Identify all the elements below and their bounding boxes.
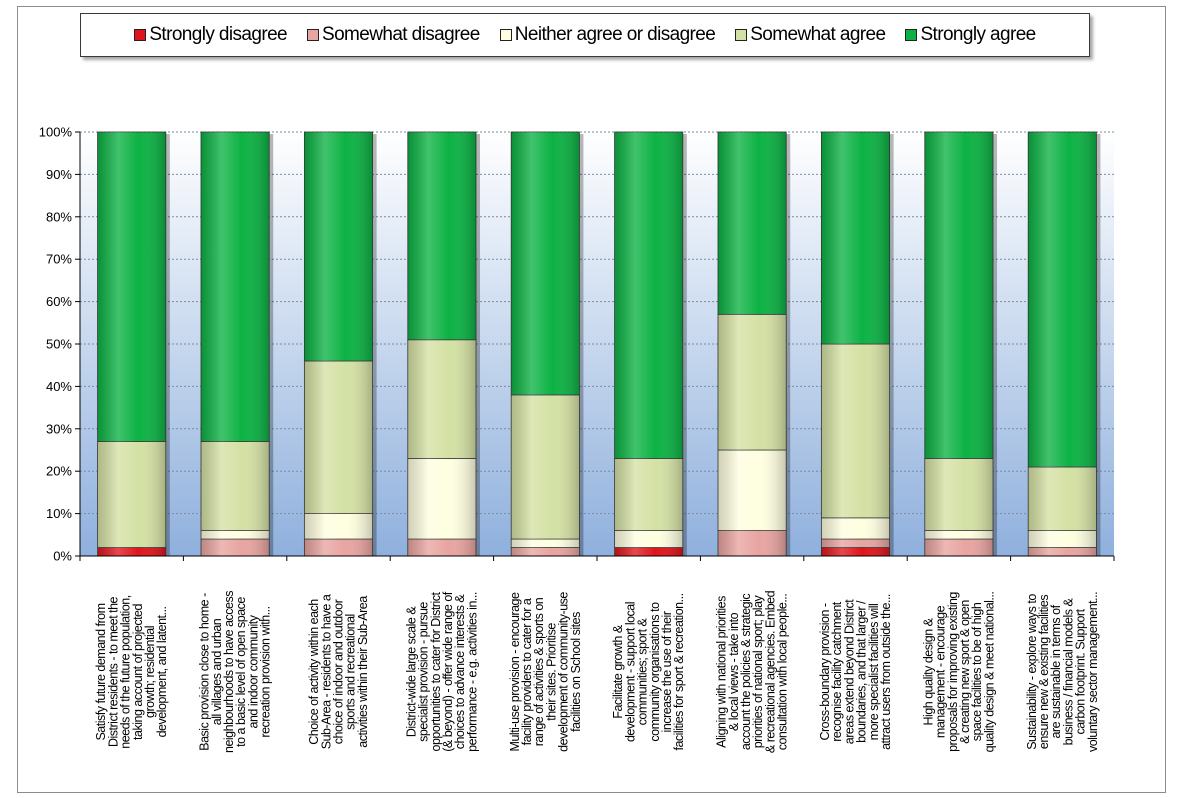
y-tick-label: 80%: [46, 209, 72, 224]
legend-swatch-strongly-disagree: [134, 29, 147, 41]
bar-segment-shine: [924, 458, 994, 531]
bar-group: [97, 131, 170, 557]
x-category-label: Sustainability - explore ways toensure n…: [1025, 592, 1100, 752]
bar-segment-shine: [614, 132, 683, 459]
bar-segment-shine: [304, 539, 373, 556]
bar-segment-shine: [304, 360, 373, 514]
legend-swatch-strongly-agree: [905, 29, 918, 41]
legend-label: Strongly disagree: [149, 24, 288, 45]
bar-segment-shine: [97, 132, 166, 442]
bar-segment-shine: [97, 547, 166, 556]
bar-segment-shine: [200, 441, 270, 531]
bar-segment-shine: [924, 530, 994, 540]
y-tick-label: 50%: [46, 337, 72, 352]
bar-segment-shine: [1028, 547, 1097, 556]
bar-segment-shine: [200, 539, 270, 556]
y-tick-label: 10%: [46, 506, 72, 521]
bar-segment-shine: [304, 132, 373, 361]
x-category-label: District-wide large scale &specialist pr…: [404, 591, 479, 752]
x-category-label: High quality design &management - encour…: [921, 592, 996, 753]
legend-item-strongly-agree: Strongly agree: [905, 24, 1036, 46]
bar-segment-shine: [821, 344, 890, 518]
legend-item-somewhat-disagree: Somewhat disagree: [307, 24, 480, 46]
bar-group: [303, 131, 377, 557]
bar-segment-shine: [614, 530, 683, 548]
legend-item-neither: Neither agree or disagree: [499, 24, 716, 46]
bar-group: [717, 131, 791, 557]
x-category-label: Satisfy future demand fromDistrict resid…: [94, 595, 169, 748]
y-tick-label: 60%: [46, 294, 72, 309]
bar-segment-shine: [511, 132, 580, 395]
bar-segment-shine: [407, 132, 477, 340]
bar-segment-shine: [304, 513, 373, 540]
bar-segment-shine: [717, 314, 787, 450]
legend-item-somewhat-agree: Somewhat agree: [735, 24, 886, 46]
legend: Strongly disagree Somewhat disagree Neit…: [80, 13, 1090, 57]
bar-segment-shine: [717, 530, 787, 556]
legend-swatch-neither: [499, 29, 512, 41]
bar-segment-shine: [407, 339, 477, 459]
bar-segment-shine: [821, 547, 890, 556]
bar-segment-shine: [1028, 132, 1097, 467]
x-category-label: Aligning with national priorities& local…: [715, 590, 790, 753]
bar-group: [510, 131, 584, 557]
bar-segment-shine: [407, 458, 477, 540]
bar-segment-shine: [200, 132, 270, 442]
bar-segment-shine: [614, 458, 683, 531]
bar-segment-shine: [924, 539, 994, 556]
bar-segment-shine: [1028, 530, 1097, 548]
y-tick-label: 30%: [46, 421, 72, 436]
legend-label: Somewhat disagree: [322, 24, 480, 45]
bar-segment-shine: [924, 132, 994, 459]
y-tick-label: 0%: [53, 549, 72, 564]
bar-group: [924, 131, 998, 557]
x-category-label: Basic provision close to home -all villa…: [198, 591, 273, 753]
y-tick-label: 70%: [46, 252, 72, 267]
bar-segment-shine: [717, 132, 787, 315]
bar-segment-shine: [511, 547, 580, 556]
bar-segment-shine: [1028, 466, 1097, 531]
bar-segment-shine: [511, 394, 580, 540]
legend-item-strongly-disagree: Strongly disagree: [134, 24, 288, 46]
y-tick-label: 20%: [46, 464, 72, 479]
y-tick-label: 90%: [46, 167, 72, 182]
legend-label: Somewhat agree: [750, 24, 886, 45]
bar-segment-shine: [97, 441, 166, 548]
bar-segment-shine: [614, 547, 683, 556]
x-category-label: Facilitate growth &development - support…: [611, 593, 686, 750]
legend-swatch-somewhat-agree: [735, 29, 748, 41]
x-category-label: Multi-use provision - encouragefacility …: [508, 592, 583, 752]
bar-group: [614, 131, 687, 557]
bar-group: [1027, 131, 1101, 557]
x-category-label: Choice of activity within eachSub-Area -…: [307, 594, 370, 749]
bar-segment-shine: [821, 539, 890, 548]
legend-label: Strongly agree: [920, 24, 1036, 45]
bar-group: [407, 131, 481, 557]
legend-label: Neither agree or disagree: [514, 24, 716, 45]
y-tick-label: 100%: [39, 125, 73, 140]
bar-segment-shine: [821, 132, 890, 344]
bar-group: [820, 131, 894, 557]
legend-swatch-somewhat-disagree: [307, 29, 320, 41]
bar-segment-shine: [407, 539, 477, 556]
x-category-label: Cross-boundary provision -recognise faci…: [818, 594, 893, 750]
bar-segment-shine: [717, 450, 787, 531]
bar-segment-shine: [511, 539, 580, 548]
bar-group: [200, 131, 274, 557]
bar-segment-shine: [200, 530, 270, 540]
bar-segment-shine: [821, 517, 890, 540]
y-tick-label: 40%: [46, 379, 72, 394]
